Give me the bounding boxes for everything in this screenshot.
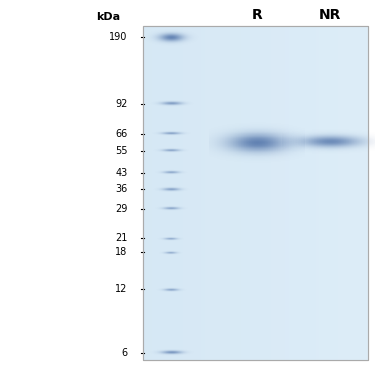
Text: kDa: kDa — [96, 12, 120, 22]
Text: 12: 12 — [115, 284, 128, 294]
Text: NR: NR — [319, 8, 341, 22]
Text: 21: 21 — [115, 233, 128, 243]
Text: 55: 55 — [115, 146, 128, 156]
Text: 43: 43 — [115, 168, 128, 178]
Text: 190: 190 — [109, 33, 128, 42]
Text: R: R — [252, 8, 262, 22]
Text: 36: 36 — [115, 184, 128, 194]
Bar — [142, 26, 368, 360]
Text: 92: 92 — [115, 99, 128, 109]
Text: 29: 29 — [115, 204, 128, 214]
FancyBboxPatch shape — [142, 26, 368, 360]
Text: 18: 18 — [115, 248, 128, 257]
Text: 6: 6 — [122, 348, 128, 357]
Text: 66: 66 — [115, 129, 128, 139]
